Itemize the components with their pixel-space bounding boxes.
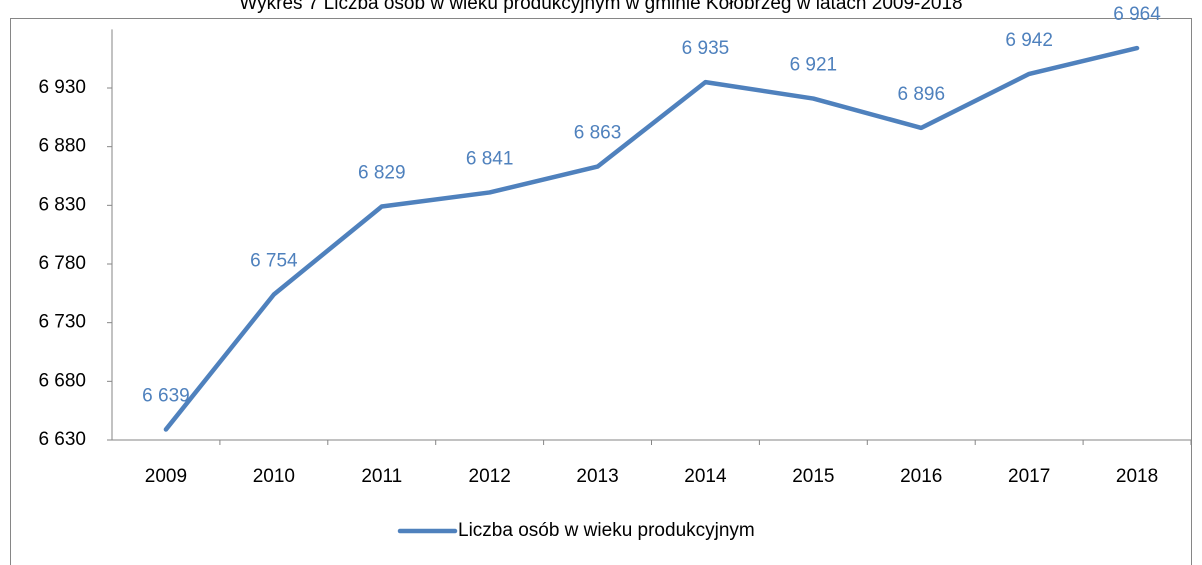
data-label: 6 829 [358, 163, 406, 184]
data-label: 6 964 [1113, 4, 1161, 25]
chart-title: Wykres 7 Liczba osób w wieku produkcyjny… [239, 0, 962, 14]
data-label: 6 639 [142, 385, 190, 406]
data-label: 6 863 [574, 123, 622, 144]
x-tick-label: 2009 [145, 466, 187, 487]
x-tick-label: 2011 [361, 466, 402, 487]
x-tick-label: 2015 [792, 466, 834, 487]
y-tick-label: 6 780 [38, 253, 86, 274]
x-tick-label: 2013 [576, 466, 618, 487]
y-tick-label: 6 880 [38, 136, 86, 157]
data-label: 6 935 [682, 38, 730, 59]
x-tick-label: 2012 [469, 466, 511, 487]
data-label: 6 896 [897, 84, 945, 105]
data-label: 6 841 [466, 148, 514, 169]
y-tick-label: 6 830 [38, 194, 86, 215]
x-tick-label: 2016 [900, 466, 942, 487]
data-label: 6 754 [250, 251, 298, 272]
x-tick-label: 2014 [684, 466, 727, 487]
y-tick-label: 6 730 [38, 312, 86, 333]
y-tick-label: 6 630 [38, 429, 86, 450]
x-tick-label: 2017 [1008, 466, 1050, 487]
line-series [163, 45, 1140, 432]
legend-label: Liczba osób w wieku produkcyjnym [458, 520, 755, 541]
y-tick-label: 6 930 [38, 77, 86, 98]
data-label: 6 921 [790, 55, 838, 76]
x-tick-label: 2010 [253, 466, 295, 487]
chart-border [10, 18, 1192, 565]
x-tick-label: 2018 [1116, 466, 1158, 487]
y-tick-label: 6 680 [38, 370, 86, 391]
data-label: 6 942 [1005, 30, 1053, 51]
